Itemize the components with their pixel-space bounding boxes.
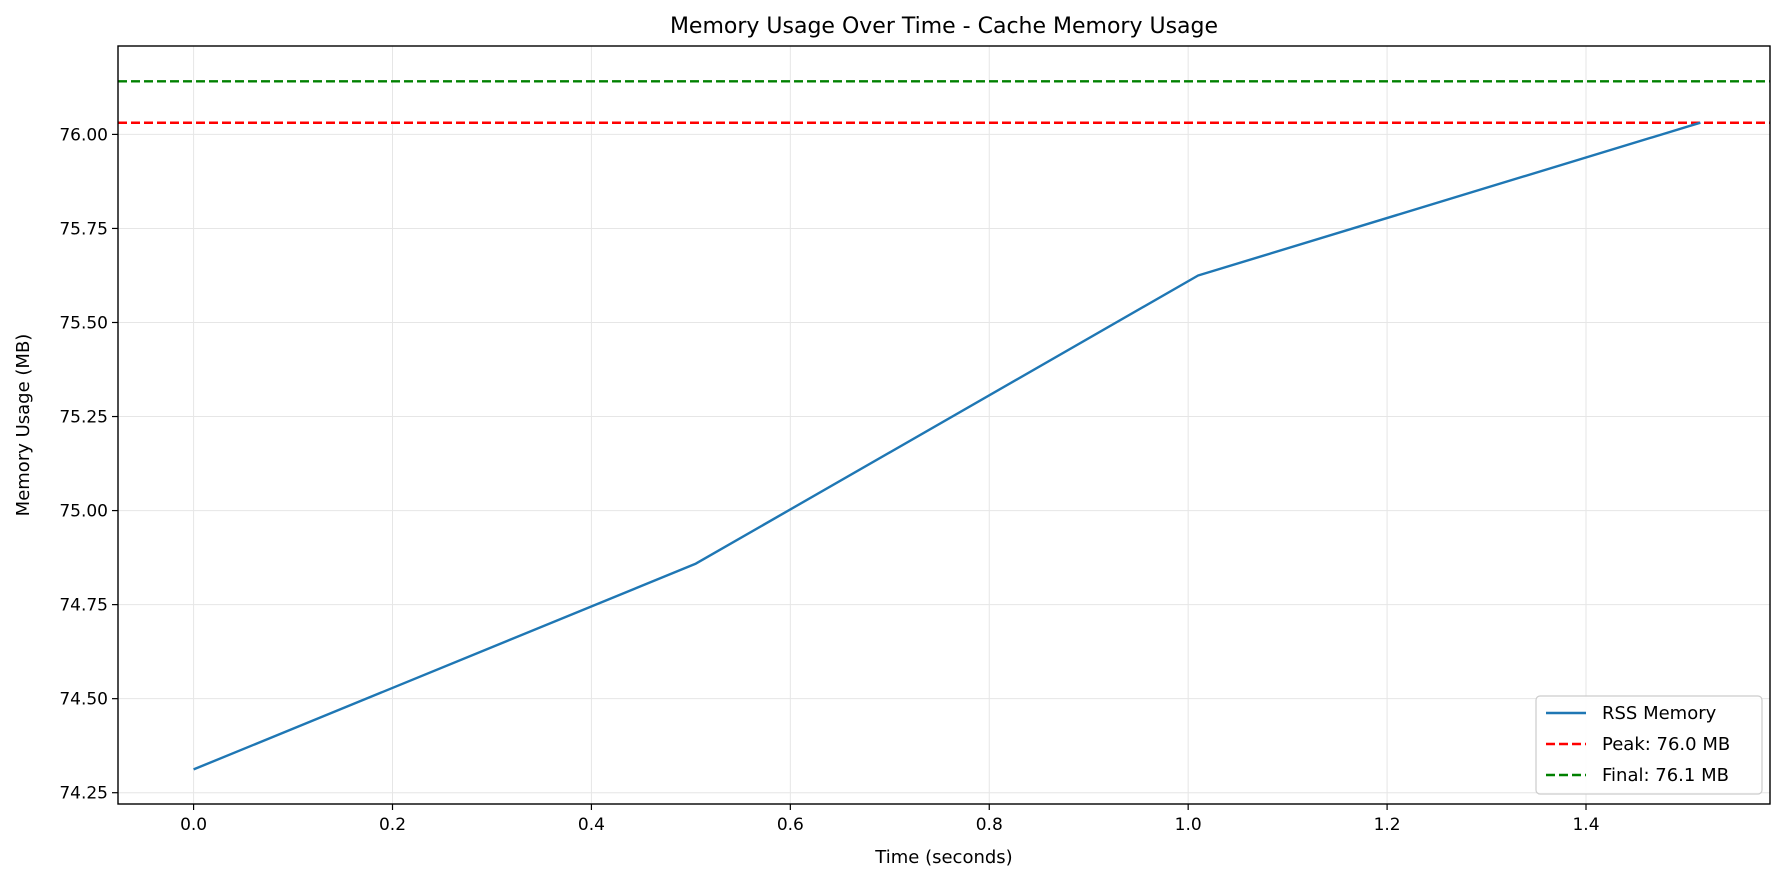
x-axis-ticks: 0.0 0.2 0.4 0.6 0.8 1.0 1.2 1.4 xyxy=(180,804,1600,835)
x-tick-label: 1.4 xyxy=(1572,815,1599,835)
legend-label: Peak: 76.0 MB xyxy=(1602,734,1730,755)
y-tick-label: 74.50 xyxy=(59,690,108,710)
y-tick-label: 76.00 xyxy=(59,125,108,145)
legend-label: RSS Memory xyxy=(1602,703,1717,724)
y-tick-label: 75.50 xyxy=(59,313,108,333)
x-tick-label: 1.0 xyxy=(1175,815,1202,835)
x-tick-label: 1.2 xyxy=(1374,815,1401,835)
y-axis-ticks: 74.25 74.50 74.75 75.00 75.25 75.50 75.75 76.00 xyxy=(59,125,118,804)
x-tick-label: 0.4 xyxy=(578,815,605,835)
chart-title: Memory Usage Over Time - Cache Memory Us… xyxy=(670,14,1218,39)
x-tick-label: 0.2 xyxy=(379,815,406,835)
y-tick-label: 74.25 xyxy=(59,784,108,804)
y-tick-label: 75.25 xyxy=(59,408,108,428)
grid-lines xyxy=(118,46,1770,804)
x-axis-label: Time (seconds) xyxy=(874,847,1012,868)
plot-frame xyxy=(117,45,1771,805)
legend: RSS Memory Peak: 76.0 MB Final: 76.1 MB xyxy=(1535,695,1763,795)
y-tick-label: 75.75 xyxy=(59,219,108,239)
y-tick-label: 74.75 xyxy=(59,596,108,616)
series-lines xyxy=(193,121,1701,771)
reference-lines xyxy=(118,80,1770,124)
x-tick-label: 0.0 xyxy=(180,815,207,835)
legend-box xyxy=(1535,695,1763,795)
x-tick-label: 0.8 xyxy=(976,815,1003,835)
y-tick-label: 75.00 xyxy=(59,502,108,522)
legend-label: Final: 76.1 MB xyxy=(1602,765,1729,786)
y-axis-label: Memory Usage (MB) xyxy=(13,334,34,517)
x-tick-label: 0.6 xyxy=(777,815,804,835)
series-line xyxy=(193,121,1701,771)
